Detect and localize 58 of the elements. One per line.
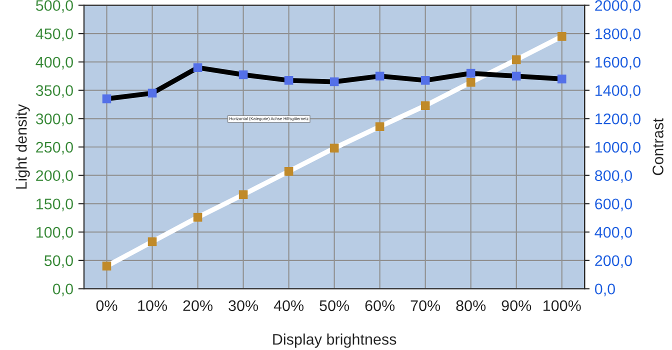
x-tick-label: 10% <box>138 300 168 312</box>
point <box>102 262 112 270</box>
point <box>375 122 384 131</box>
point <box>466 78 476 87</box>
y-axis-title: Light density <box>16 104 30 189</box>
y-tick-label: 150,0 <box>36 198 73 212</box>
x-tick-label: 60% <box>365 300 395 312</box>
y-tick-label: 250,0 <box>36 142 73 154</box>
y2-tick-label: 200,0 <box>595 255 632 268</box>
y-tick-label: 100,0 <box>36 226 73 240</box>
y-tick-label: 400,0 <box>36 56 73 70</box>
point <box>193 63 202 72</box>
y2-axis-title: Contrast <box>652 118 664 176</box>
y-tick-label: 0,0 <box>52 284 73 296</box>
point <box>284 166 294 176</box>
point <box>512 72 521 81</box>
point <box>466 68 476 78</box>
point <box>330 77 339 86</box>
y2-tick-label: 1400,0 <box>596 85 640 98</box>
y-tick-label: 450,0 <box>36 28 73 42</box>
x-tick-label: 80% <box>456 300 486 312</box>
y2-tick-label: 0,0 <box>594 284 616 296</box>
point <box>193 212 202 222</box>
point <box>238 190 248 200</box>
point <box>284 76 294 85</box>
y2-tick-label: 1000,0 <box>596 142 640 154</box>
y2-tick-label: 1800,0 <box>596 28 640 42</box>
point <box>512 55 521 64</box>
point <box>420 76 430 85</box>
y-tick-label: 300,0 <box>36 114 73 126</box>
x-tick-label: 40% <box>274 300 304 312</box>
x-tick-label: 70% <box>410 300 440 312</box>
point <box>238 70 248 80</box>
point <box>148 88 157 98</box>
y-tick-label: 50,0 <box>44 255 73 268</box>
x-tick-label: 20% <box>183 300 213 312</box>
x-tick-label: 0% <box>96 300 118 312</box>
y-tick-label: 500,0 <box>36 0 73 13</box>
point <box>420 101 430 110</box>
y2-tick-label: 1600,0 <box>596 56 640 70</box>
y2-tick-label: 600,0 <box>595 198 632 212</box>
point <box>148 237 157 246</box>
x-tick-label: 50% <box>320 300 350 312</box>
y2-tick-label: 800,0 <box>595 170 632 183</box>
y-tick-label: 200,0 <box>36 170 73 183</box>
point <box>102 94 112 104</box>
point <box>375 72 384 81</box>
x-tick-label: 100% <box>544 300 581 312</box>
x-tick-label: 30% <box>228 300 258 312</box>
point <box>330 144 339 153</box>
x-tick-label: 90% <box>502 300 532 312</box>
y2-tick-label: 400,0 <box>594 226 632 240</box>
point <box>557 32 566 41</box>
y2-tick-label: 1200,0 <box>596 114 640 126</box>
y2-tick-label: 2000,0 <box>595 0 640 13</box>
y-tick-label: 350,0 <box>36 85 73 98</box>
x-axis-title: Display brightness <box>273 334 396 348</box>
point <box>557 74 566 84</box>
